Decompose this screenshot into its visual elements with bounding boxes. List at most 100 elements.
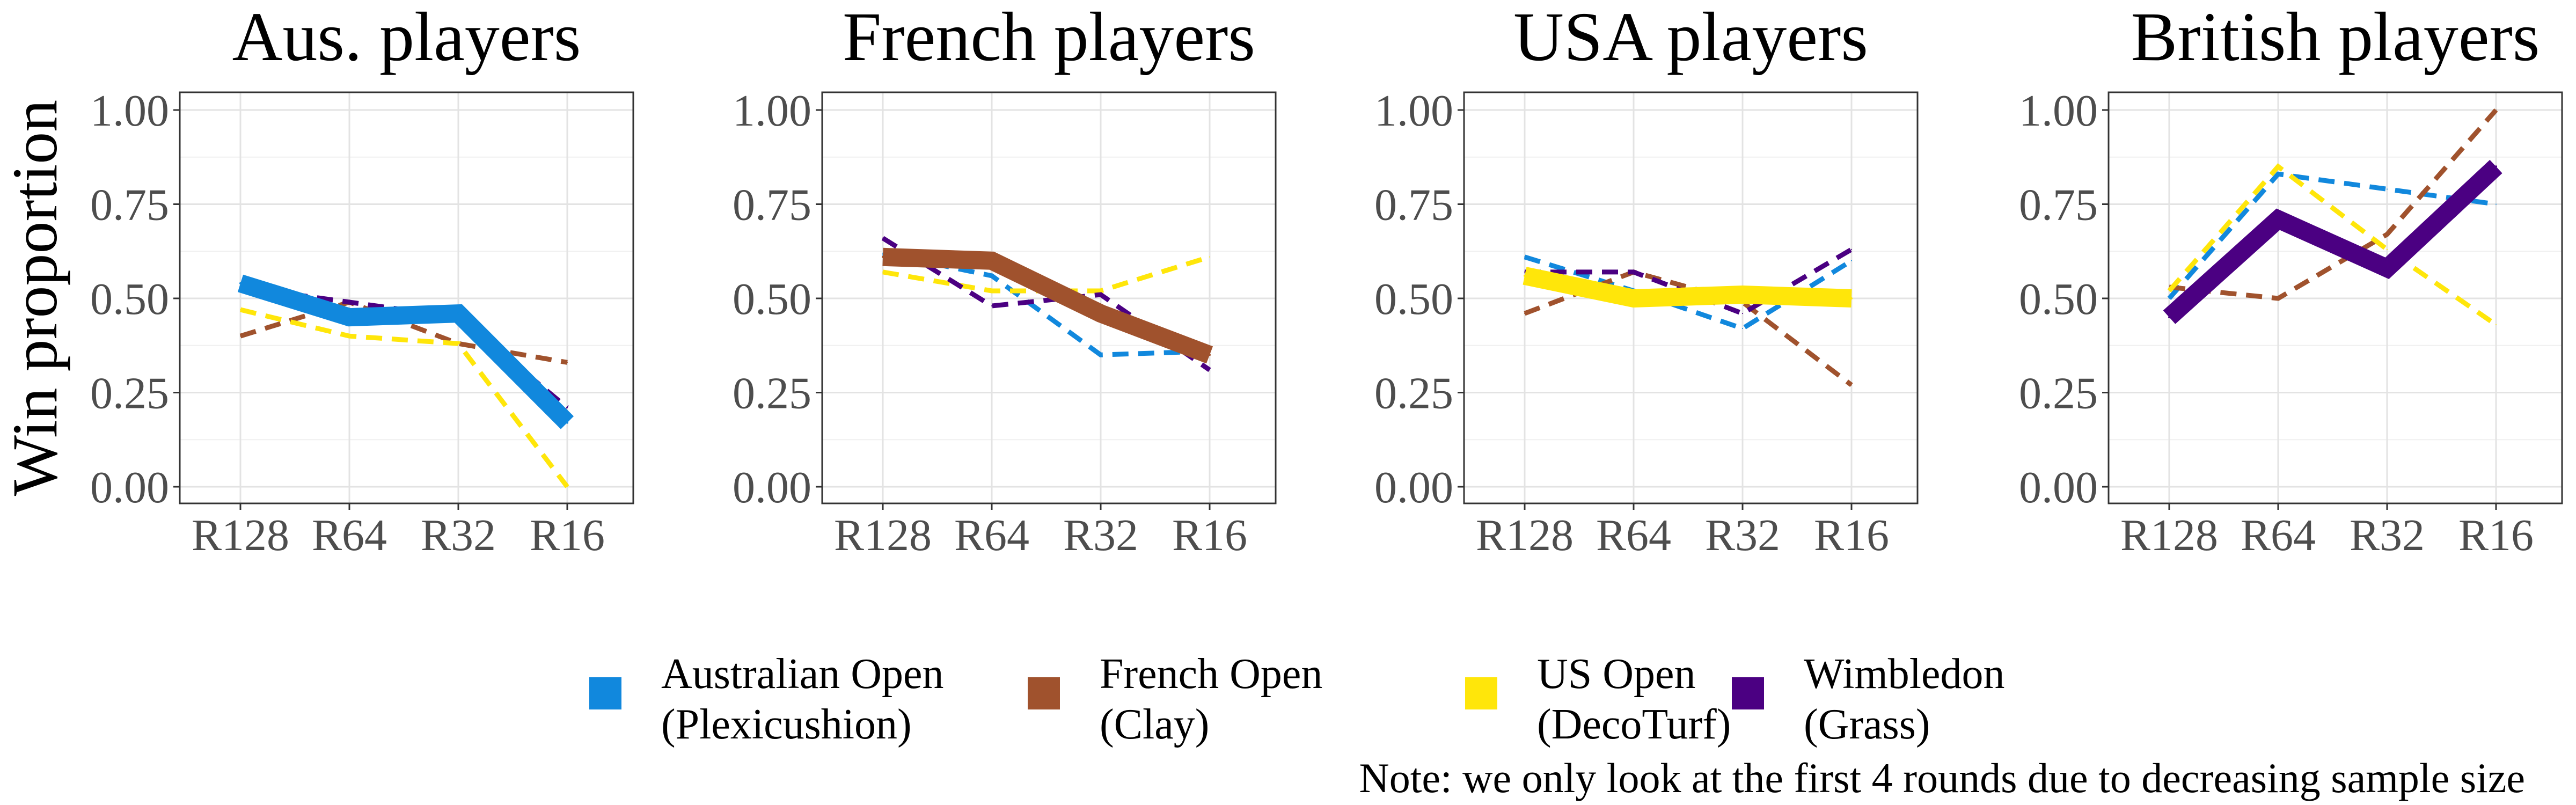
data-point-3-fo-2	[2387, 233, 2388, 235]
x-tick-label-2-1: R64	[1596, 510, 1671, 560]
data-point-0-ao-0	[239, 282, 241, 284]
data-point-3-fo-1	[2278, 298, 2279, 299]
y-tick-label-3-0: 0.00	[2019, 463, 2098, 513]
data-point-2-uo-2	[1741, 293, 1744, 296]
legend-swatch-wb	[1732, 677, 1764, 709]
data-point-0-fo-0	[240, 335, 241, 337]
data-point-2-wb-2	[1742, 313, 1743, 314]
y-tick-label-1-0: 0.00	[733, 463, 811, 513]
y-tick-label-3-2: 0.50	[2019, 274, 2098, 324]
data-point-0-wb-3	[567, 407, 568, 408]
data-point-1-uo-0	[882, 271, 883, 273]
panel-title-0: Aus. players	[232, 0, 581, 76]
data-point-2-uo-0	[1524, 274, 1526, 277]
data-point-3-uo-1	[2278, 166, 2279, 167]
caption-note: Note: we only look at the first 4 rounds…	[1359, 755, 2525, 801]
y-tick-label-3-3: 0.75	[2019, 180, 2098, 230]
data-point-1-wb-1	[991, 305, 992, 307]
series-line-1-fo	[882, 247, 1213, 364]
x-tick-label-1-2: R32	[1063, 510, 1138, 560]
legend-label-ao-line1: Australian Open	[661, 650, 944, 698]
y-tick-label-2-2: 0.50	[1374, 274, 1453, 324]
series-line-0-uo	[239, 307, 569, 488]
x-tick-label-1-3: R16	[1172, 510, 1247, 560]
panel-title-1: French players	[843, 0, 1255, 76]
legend-label-uo-line1: US Open	[1537, 650, 1696, 698]
data-point-2-wb-1	[1633, 271, 1634, 273]
data-point-3-ao-1	[2278, 173, 2279, 175]
y-tick-label-0-4: 1.00	[90, 86, 169, 136]
data-point-1-fo-1	[991, 259, 993, 262]
data-point-3-uo-2	[2387, 248, 2388, 250]
series-line-3-fo	[2169, 108, 2498, 301]
data-point-3-uo-3	[2496, 324, 2497, 326]
legend-swatch-uo	[1465, 677, 1497, 709]
data-point-1-uo-2	[1100, 290, 1101, 291]
y-tick-label-3-4: 1.00	[2019, 86, 2098, 136]
data-point-3-ao-2	[2387, 188, 2388, 190]
y-tick-label-2-4: 1.00	[1374, 86, 1453, 136]
y-tick-label-2-1: 0.25	[1374, 369, 1453, 419]
x-tick-label-2-3: R16	[1814, 510, 1889, 560]
y-tick-label-0-1: 0.25	[90, 369, 169, 419]
series-line-1-wb	[881, 236, 1211, 372]
y-tick-label-0-3: 0.75	[90, 180, 169, 230]
y-tick-label-2-3: 0.75	[1374, 180, 1453, 230]
series-line-0-fo	[239, 299, 568, 365]
legend-label-fo-line2: (Clay)	[1100, 701, 1209, 748]
data-point-1-ao-1	[991, 275, 992, 276]
y-tick-label-1-1: 0.25	[733, 369, 811, 419]
y-tick-label-1-2: 0.50	[733, 274, 811, 324]
panel-title-3: British players	[2131, 0, 2540, 76]
data-point-3-wb-3	[2495, 165, 2497, 168]
data-point-2-uo-3	[1850, 297, 1853, 299]
data-point-0-ao-2	[457, 312, 459, 315]
x-tick-label-2-2: R32	[1705, 510, 1780, 560]
panel-title-2: USA players	[1513, 0, 1868, 76]
data-point-3-fo-3	[2496, 109, 2497, 111]
series-line-0-ao	[237, 274, 574, 429]
y-tick-label-1-4: 1.00	[733, 86, 811, 136]
legend-label-uo-line2: (DecoTurf)	[1537, 701, 1731, 748]
data-point-3-wb-1	[2277, 218, 2279, 221]
data-point-3-ao-3	[2496, 203, 2497, 205]
data-point-0-wb-1	[349, 302, 350, 303]
legend-label-wb-line1: Wimbledon	[1804, 650, 2005, 698]
x-tick-label-2-0: R128	[1476, 510, 1574, 560]
legend-label-wb-line2: (Grass)	[1804, 701, 1930, 748]
y-tick-label-2-0: 0.00	[1374, 463, 1453, 513]
data-point-3-wb-2	[2386, 267, 2388, 269]
x-tick-label-3-2: R32	[2350, 510, 2425, 560]
data-point-1-uo-3	[1209, 256, 1210, 258]
data-point-2-ao-2	[1742, 328, 1743, 330]
legend-label-fo-line1: French Open	[1100, 650, 1322, 698]
data-point-2-fo-0	[1524, 313, 1525, 314]
data-point-0-ao-3	[566, 421, 568, 424]
data-point-2-uo-1	[1633, 297, 1635, 299]
x-tick-label-1-0: R128	[834, 510, 932, 560]
data-point-3-wb-0	[2168, 316, 2170, 319]
data-point-3-uo-0	[2169, 290, 2170, 291]
data-point-1-wb-3	[1209, 369, 1210, 371]
y-tick-label-0-0: 0.00	[90, 463, 169, 513]
series-line-2-uo	[1523, 267, 1852, 308]
legend-swatch-fo	[1028, 677, 1060, 709]
series-line-3-wb	[2163, 159, 2502, 324]
data-point-1-fo-3	[1209, 354, 1211, 356]
series-line-3-ao	[2167, 171, 2497, 300]
data-point-0-ao-1	[348, 316, 350, 319]
x-tick-label-1-1: R64	[954, 510, 1029, 560]
y-tick-label-0-2: 0.50	[90, 274, 169, 324]
x-tick-label-3-1: R64	[2241, 510, 2316, 560]
data-point-0-uo-2	[458, 343, 459, 345]
y-tick-label-3-1: 0.25	[2019, 369, 2098, 419]
data-point-1-ao-2	[1100, 354, 1101, 356]
data-point-0-uo-0	[240, 309, 241, 311]
data-point-1-wb-2	[1100, 294, 1101, 295]
x-tick-label-0-3: R16	[530, 510, 605, 560]
data-point-0-uo-1	[349, 335, 350, 337]
y-axis-label: Win proportion	[0, 100, 70, 496]
data-point-2-ao-3	[1851, 260, 1852, 261]
data-point-2-ao-0	[1524, 256, 1525, 258]
